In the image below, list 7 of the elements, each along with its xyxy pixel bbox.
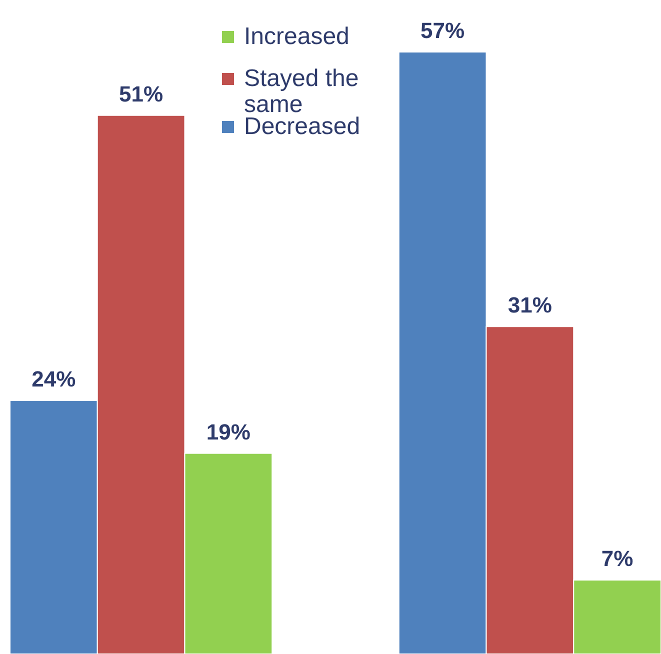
- data-label: 7%: [601, 546, 634, 572]
- data-label: 31%: [508, 292, 552, 318]
- data-label: 19%: [206, 419, 250, 444]
- data-label: 51%: [119, 81, 164, 106]
- data-label: 57%: [420, 18, 465, 43]
- data-label: 24%: [32, 366, 76, 392]
- legend-label: Increased: [244, 23, 350, 50]
